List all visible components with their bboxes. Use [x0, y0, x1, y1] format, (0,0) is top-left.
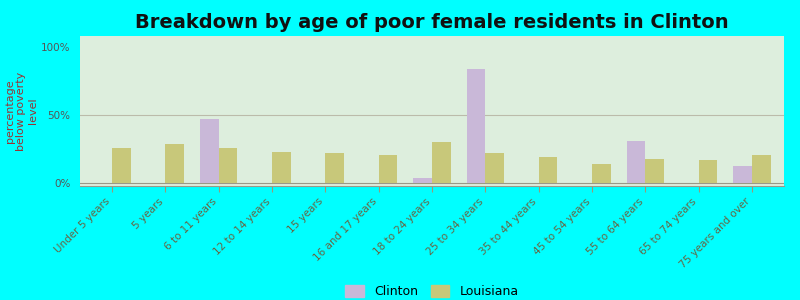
Bar: [272, 152, 290, 183]
Bar: [538, 158, 558, 183]
Bar: [378, 154, 398, 183]
Bar: [326, 153, 344, 183]
Bar: [734, 166, 752, 183]
Title: Breakdown by age of poor female residents in Clinton: Breakdown by age of poor female resident…: [135, 13, 729, 32]
Bar: [432, 142, 450, 183]
Bar: [166, 144, 184, 183]
Y-axis label: percentage
below poverty
level: percentage below poverty level: [5, 71, 38, 151]
Bar: [698, 160, 718, 183]
Bar: [646, 159, 664, 183]
Bar: [592, 164, 610, 183]
Bar: [218, 148, 238, 183]
Bar: [200, 119, 218, 183]
Bar: [626, 141, 646, 183]
Bar: [486, 153, 504, 183]
Bar: [414, 178, 432, 183]
Bar: [466, 69, 486, 183]
Bar: [752, 154, 770, 183]
Legend: Clinton, Louisiana: Clinton, Louisiana: [346, 285, 518, 298]
Bar: [112, 148, 130, 183]
